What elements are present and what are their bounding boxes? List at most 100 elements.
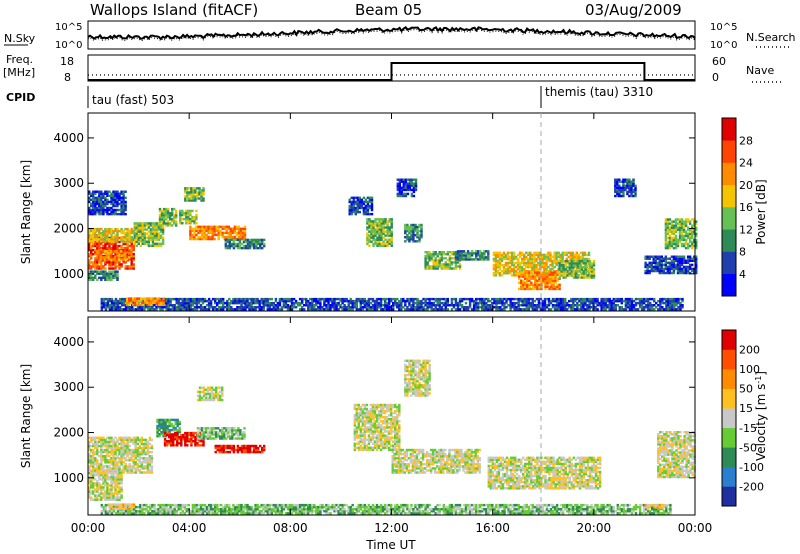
power-cell: [250, 238, 254, 242]
power-cell: [428, 257, 431, 260]
power-cell: [370, 198, 374, 202]
power-cell: [238, 238, 242, 242]
power-cell: [374, 238, 377, 241]
power-cell: [106, 238, 109, 241]
power-cell: [375, 304, 379, 307]
power-cell: [586, 260, 590, 263]
power-cell: [108, 238, 111, 241]
power-cell: [606, 306, 609, 309]
power-cell: [468, 299, 472, 303]
power-cell: [102, 196, 105, 200]
power-cell: [368, 240, 371, 243]
power-cell: [458, 252, 462, 255]
power-cell: [659, 301, 662, 305]
power-cell: [574, 270, 578, 273]
velocity-cell: [124, 469, 127, 472]
power-cell: [186, 193, 189, 196]
power-cell: [458, 267, 462, 270]
power-cell: [618, 178, 621, 181]
power-cell: [693, 230, 696, 234]
power-cell: [215, 229, 218, 233]
power-cell: [124, 242, 127, 246]
power-cell: [582, 297, 585, 301]
velocity-cell: [100, 448, 103, 452]
power-cell: [88, 244, 91, 248]
power-cell: [620, 306, 624, 309]
power-cell: [137, 236, 141, 239]
power-cell: [121, 254, 125, 257]
power-cell: [502, 265, 506, 269]
power-cell: [454, 308, 458, 311]
power-cell: [331, 301, 334, 305]
power-cell: [254, 246, 258, 250]
power-cell: [244, 238, 248, 242]
velocity-cell: [140, 461, 144, 464]
power-cell: [374, 224, 377, 227]
power-cell: [203, 306, 207, 309]
power-cell: [422, 301, 425, 305]
power-cell: [544, 283, 547, 287]
power-cell: [408, 240, 411, 243]
power-cell: [362, 202, 366, 206]
power-cell: [355, 301, 359, 305]
power-cell: [252, 242, 256, 246]
power-cell: [691, 232, 694, 236]
power-cell: [258, 304, 261, 307]
power-cell: [106, 231, 109, 235]
power-cell: [303, 297, 306, 301]
power-cell: [670, 267, 674, 271]
power-cell: [676, 228, 680, 231]
power-cell: [418, 223, 421, 227]
power-cell: [88, 236, 91, 239]
power-cell: [146, 301, 149, 304]
power-cell: [88, 212, 91, 216]
power-cell: [223, 231, 227, 235]
velocity-cell: [124, 467, 127, 470]
power-cell: [675, 304, 678, 307]
power-cell: [495, 299, 498, 303]
power-cell: [151, 240, 155, 243]
power-cell: [96, 242, 99, 246]
power-cell: [695, 269, 698, 273]
power-cell: [632, 184, 635, 188]
power-cell: [229, 235, 233, 239]
power-cell: [100, 212, 103, 216]
power-cell: [604, 299, 607, 303]
power-cell: [313, 306, 316, 309]
power-cell: [354, 206, 358, 210]
power-cell: [576, 264, 580, 267]
velocity-cell: [120, 457, 123, 460]
power-cell: [570, 308, 573, 311]
power-cell: [470, 258, 474, 261]
power-cell: [659, 306, 662, 309]
power-cell: [400, 301, 403, 305]
power-cell: [166, 216, 170, 219]
power-cell: [568, 272, 571, 275]
power-cell: [376, 244, 379, 248]
power-cell: [181, 304, 185, 307]
velocity-cell: [120, 450, 123, 454]
power-cell: [123, 258, 127, 261]
power-cell: [404, 229, 407, 233]
power-cell: [167, 308, 170, 311]
power-cell: [534, 277, 537, 280]
power-cell: [655, 301, 658, 305]
power-cell: [264, 301, 267, 305]
power-cell: [681, 304, 684, 307]
power-cell: [100, 236, 103, 239]
power-cell: [112, 196, 115, 200]
velocity-cell: [112, 450, 115, 454]
velocity-cell: [114, 444, 117, 448]
power-cell: [294, 301, 298, 305]
power-cell: [284, 304, 288, 307]
velocity-cell: [116, 446, 119, 450]
velocity-cell: [126, 455, 129, 458]
velocity-cell: [108, 446, 111, 450]
power-cell: [492, 265, 496, 269]
power-cell: [185, 301, 189, 305]
power-cell: [357, 297, 361, 301]
nsky-tick-bottom-left: 10^0: [55, 40, 82, 51]
power-cell: [674, 259, 678, 263]
power-cell: [246, 306, 249, 309]
power-cell: [412, 194, 416, 198]
